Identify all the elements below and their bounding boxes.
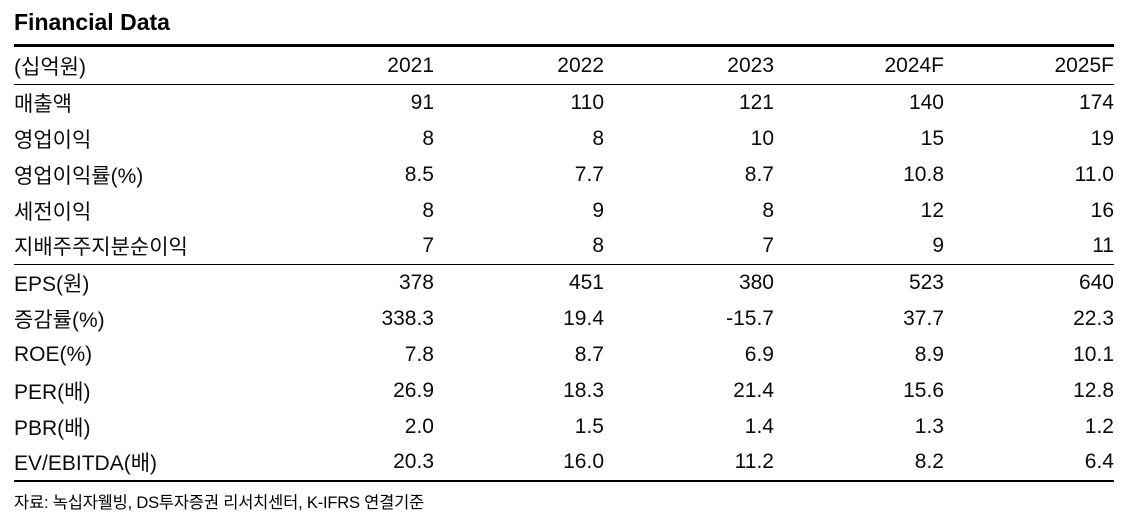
table-row: EPS(원) 378 451 380 523 640 [14,265,1114,301]
cell-value: 1.2 [1084,414,1114,438]
cell-value: 8.9 [914,342,944,366]
financial-data-page: Financial Data (십억원) 2021 2022 2023 2024F 20… [14,9,1114,512]
cell-value: 8 [592,234,604,258]
table-row: 세전이익 8 9 8 12 16 [14,193,1114,229]
row-label: PBR(배) [14,416,91,440]
cell-value: 12 [920,198,944,222]
column-header-2021: 2021 [387,53,434,77]
column-header-2024f: 2024F [884,53,944,77]
table-row: PER(배) 26.9 18.3 21.4 15.6 12.8 [14,373,1114,409]
cell-value: 380 [738,270,774,294]
cell-value: 8 [592,126,604,150]
cell-value: 8.7 [744,162,774,186]
cell-value: 451 [568,270,604,294]
cell-value: 8.2 [914,450,944,473]
financial-data-table: (십억원) 2021 2022 2023 2024F 2025F 매출액 91 110 121… [14,44,1114,482]
cell-value: 8.7 [574,342,604,366]
cell-value: 9 [932,234,944,258]
cell-value: 16.0 [563,450,604,473]
row-label: ROE(%) [14,342,93,366]
cell-value: -15.7 [726,306,774,330]
cell-value: 12.8 [1073,378,1114,402]
cell-value: 16 [1090,198,1114,222]
cell-value: 6.9 [744,342,774,366]
cell-value: 15.6 [903,378,944,402]
cell-value: 11 [1092,234,1114,258]
cell-value: 174 [1078,90,1114,114]
cell-value: 640 [1078,270,1114,294]
cell-value: 8 [762,198,774,222]
cell-value: 140 [908,90,944,114]
table-row: 영업이익 8 8 10 15 19 [14,121,1114,157]
column-header-2023: 2023 [727,53,774,77]
cell-value: 8 [422,198,434,222]
cell-value: 21.4 [733,378,774,402]
cell-value: 11.2 [734,450,774,473]
table-row: ROE(%) 7.8 8.7 6.9 8.9 10.1 [14,337,1114,373]
cell-value: 6.4 [1084,450,1114,473]
cell-value: 10.8 [903,162,944,186]
cell-value: 91 [410,90,434,114]
table-section-2: EPS(원) 378 451 380 523 640 증감률(%) 338.3 19.4 -15.… [14,265,1114,481]
table-row: 매출액 91 110 121 140 174 [14,85,1114,121]
cell-value: 378 [398,270,434,294]
cell-value: 37.7 [903,306,944,330]
cell-value: 7 [762,234,774,258]
table-row: EV/EBITDA(배) 20.3 16.0 11.2 8.2 6.4 [14,445,1114,481]
cell-value: 2.0 [404,414,434,438]
row-label: 영업이익 [14,128,92,152]
cell-value: 22.3 [1073,306,1114,330]
cell-value: 7.7 [574,162,604,186]
cell-value: 19.4 [563,306,604,330]
cell-value: 8 [422,126,434,150]
table-row: 영업이익률(%) 8.5 7.7 8.7 10.8 11.0 [14,157,1114,193]
table-section-1: 매출액 91 110 121 140 174 영업이익 8 8 10 15 19 영업이익률(%) 8.5… [14,85,1114,265]
cell-value: 20.3 [393,450,434,473]
cell-value: 338.3 [381,306,434,330]
unit-header: (십억원) [14,55,86,79]
cell-value: 121 [738,90,774,114]
cell-value: 18.3 [563,378,604,402]
cell-value: 26.9 [393,378,434,402]
cell-value: 1.5 [574,414,604,438]
cell-value: 7.8 [404,342,434,366]
table-row: PBR(배) 2.0 1.5 1.4 1.3 1.2 [14,409,1114,445]
cell-value: 10.1 [1073,342,1114,366]
cell-value: 9 [592,198,604,222]
row-label: EV/EBITDA(배) [14,452,158,475]
row-label: 증감률(%) [14,308,105,332]
cell-value: 11.0 [1074,162,1114,186]
cell-value: 19 [1090,126,1114,150]
cell-value: 7 [422,234,434,258]
cell-value: 110 [570,90,604,114]
cell-value: 10 [750,126,774,150]
row-label: PER(배) [14,380,91,404]
row-label: 지배주주지분순이익 [14,236,188,260]
row-label: EPS(원) [14,272,90,296]
cell-value: 1.3 [914,414,944,438]
source-note: 자료: 녹십자웰빙, DS투자증권 리서치센터, K-IFRS 연결기준 [14,493,425,512]
cell-value: 8.5 [404,162,434,186]
column-header-2025f: 2025F [1054,53,1114,77]
table-head: (십억원) 2021 2022 2023 2024F 2025F [14,46,1114,85]
row-label: 세전이익 [14,200,92,224]
table-row: 지배주주지분순이익 7 8 7 9 11 [14,229,1114,265]
row-label: 매출액 [14,92,72,116]
cell-value: 523 [908,270,944,294]
page-title: Financial Data [14,9,170,35]
column-header-2022: 2022 [557,53,604,77]
row-label: 영업이익률(%) [14,164,144,188]
cell-value: 1.4 [744,414,774,438]
table-header-row: (십억원) 2021 2022 2023 2024F 2025F [14,46,1114,85]
table-row: 증감률(%) 338.3 19.4 -15.7 37.7 22.3 [14,301,1114,337]
cell-value: 15 [920,126,944,150]
